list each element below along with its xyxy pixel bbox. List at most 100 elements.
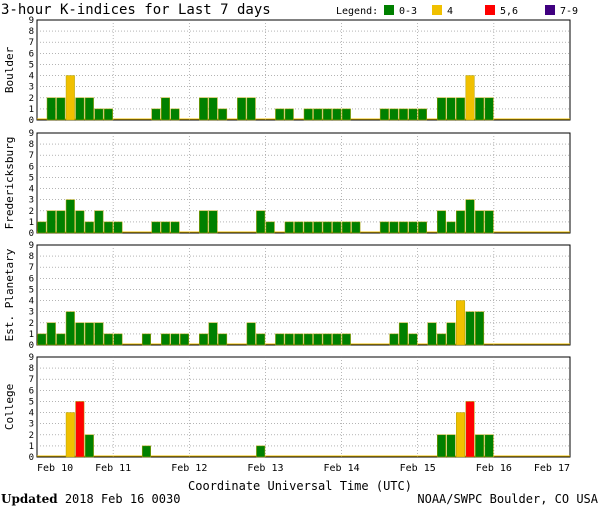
k-index-bar bbox=[103, 108, 113, 121]
k-index-bar bbox=[408, 221, 418, 234]
x-tick-label: Feb 10 bbox=[37, 463, 73, 474]
x-tick-label: Feb 13 bbox=[247, 463, 283, 474]
x-tick-label: Feb 17 bbox=[534, 463, 570, 474]
k-index-bar bbox=[456, 300, 466, 346]
k-index-bar bbox=[170, 221, 180, 234]
updated-word: Updated bbox=[1, 492, 58, 506]
y-tick-label: 3 bbox=[29, 420, 34, 430]
k-index-bar bbox=[341, 333, 351, 346]
k-index-bar bbox=[84, 322, 94, 346]
legend-label: Legend: bbox=[336, 6, 378, 17]
y-tick-label: 9 bbox=[29, 241, 34, 251]
legend-entry-label: 7-9 bbox=[560, 6, 578, 17]
y-tick-label: 9 bbox=[29, 353, 34, 363]
k-index-bar bbox=[446, 434, 456, 458]
k-index-bar bbox=[294, 333, 304, 346]
k-index-bar bbox=[294, 221, 304, 234]
legend-swatch bbox=[485, 5, 495, 15]
k-index-bar bbox=[475, 210, 485, 234]
k-index-bar bbox=[37, 221, 47, 234]
k-index-bar bbox=[398, 108, 408, 121]
k-index-bar bbox=[75, 401, 85, 458]
legend: 0-3 4 5,6 7-9 bbox=[384, 5, 578, 17]
k-index-bar bbox=[475, 97, 485, 121]
x-tick-label: Feb 15 bbox=[400, 463, 436, 474]
k-index-bar bbox=[160, 333, 171, 346]
k-index-bar bbox=[84, 434, 94, 458]
k-index-bar bbox=[417, 108, 427, 121]
y-tick-label: 4 bbox=[29, 185, 34, 195]
k-index-bar bbox=[341, 108, 351, 121]
k-index-bar bbox=[237, 97, 247, 121]
k-index-bar bbox=[256, 445, 266, 458]
legend-entry-label: 0-3 bbox=[399, 6, 417, 17]
y-tick-label: 2 bbox=[29, 431, 34, 441]
y-tick-label: 0 bbox=[29, 453, 34, 463]
y-tick-label: 7 bbox=[29, 263, 34, 273]
k-index-bar bbox=[303, 108, 313, 121]
k-index-bar bbox=[160, 221, 171, 234]
k-index-bar bbox=[303, 333, 313, 346]
k-index-bar bbox=[332, 221, 342, 234]
updated-date: 2018 Feb 16 0030 bbox=[65, 492, 181, 506]
y-tick-label: 3 bbox=[29, 196, 34, 206]
k-index-bar bbox=[379, 108, 389, 121]
y-tick-label: 5 bbox=[29, 285, 34, 295]
y-tick-label: 4 bbox=[29, 72, 34, 82]
k-index-bar bbox=[322, 333, 332, 346]
k-index-bar bbox=[437, 97, 447, 121]
k-index-bar bbox=[75, 210, 85, 234]
series-label: Est. Planetary bbox=[3, 248, 16, 341]
k-index-bar bbox=[389, 108, 399, 121]
k-index-bar bbox=[275, 333, 285, 346]
y-tick-label: 6 bbox=[29, 162, 34, 172]
k-index-bar bbox=[446, 221, 456, 234]
k-index-bar bbox=[465, 199, 475, 234]
k-index-bar bbox=[103, 333, 113, 346]
k-index-bar bbox=[141, 445, 151, 458]
k-index-bar bbox=[313, 221, 323, 234]
k-index-bar bbox=[246, 97, 256, 121]
y-tick-label: 6 bbox=[29, 49, 34, 59]
k-index-bar bbox=[332, 108, 342, 121]
k-index-bar bbox=[437, 434, 447, 458]
y-tick-label: 9 bbox=[29, 129, 34, 139]
k-index-bar bbox=[303, 221, 313, 234]
k-index-bar bbox=[313, 108, 323, 121]
k-index-bar bbox=[151, 221, 161, 234]
k-index-bar bbox=[465, 311, 475, 346]
y-tick-label: 6 bbox=[29, 274, 34, 284]
y-tick-label: 1 bbox=[29, 330, 34, 340]
x-axis-ticks: Feb 10 Feb 11 Feb 12 Feb 13 Feb 14 Feb 15 Feb … bbox=[37, 463, 570, 474]
panel-frame bbox=[36, 244, 571, 346]
y-tick-label: 2 bbox=[29, 94, 34, 104]
y-tick-label: 8 bbox=[29, 252, 34, 262]
k-index-bar bbox=[170, 333, 180, 346]
y-tick-label: 5 bbox=[29, 173, 34, 183]
k-index-bar bbox=[284, 221, 294, 234]
k-index-bar bbox=[94, 322, 104, 346]
y-tick-label: 0 bbox=[29, 116, 34, 126]
k-index-bar bbox=[427, 322, 437, 346]
x-tick-label: Feb 11 bbox=[95, 463, 131, 474]
legend-swatch bbox=[432, 5, 442, 15]
source-credit: NOAA/SWPC Boulder, CO USA bbox=[417, 492, 598, 506]
y-tick-label: 3 bbox=[29, 83, 34, 93]
k-index-bar bbox=[65, 311, 75, 346]
k-index-bar bbox=[322, 108, 332, 121]
k-index-bar bbox=[256, 333, 266, 346]
k-index-bar bbox=[417, 221, 427, 234]
y-tick-label: 1 bbox=[29, 105, 34, 115]
k-index-bar bbox=[484, 210, 494, 234]
y-tick-label: 4 bbox=[29, 297, 34, 307]
k-index-bar bbox=[332, 333, 342, 346]
k-index-bar bbox=[389, 333, 399, 346]
k-index-bar bbox=[437, 210, 447, 234]
series-label: College bbox=[3, 384, 16, 430]
k-index-bar bbox=[46, 322, 56, 346]
y-tick-label: 4 bbox=[29, 409, 34, 419]
y-tick-label: 5 bbox=[29, 60, 34, 70]
